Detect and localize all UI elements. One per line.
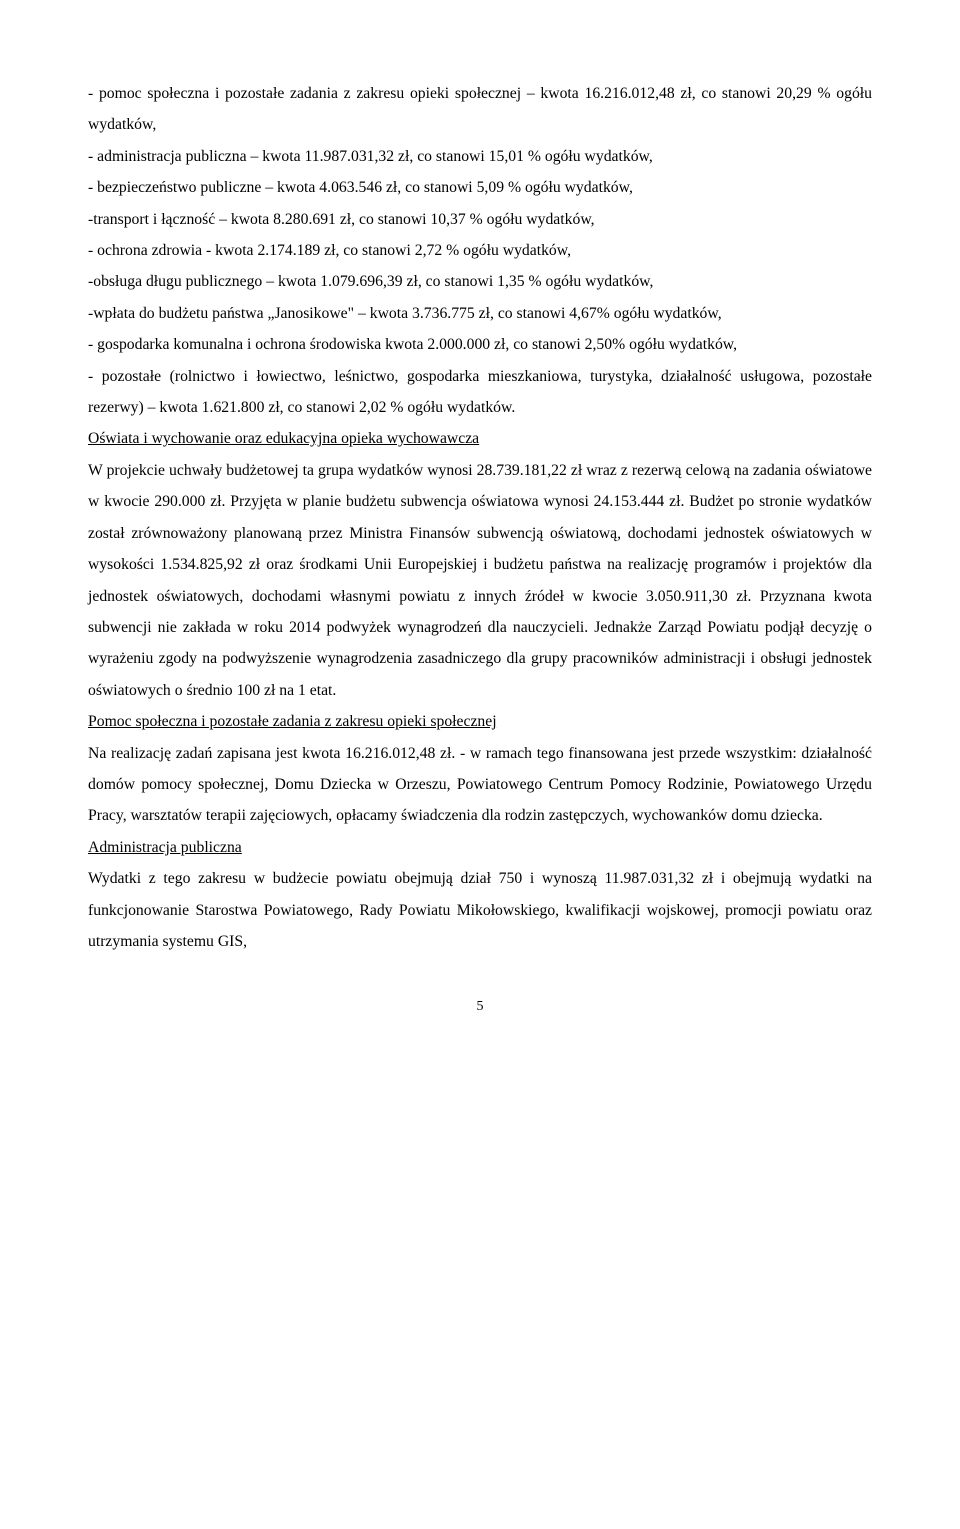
paragraph: - ochrona zdrowia - kwota 2.174.189 zł, …	[88, 235, 872, 266]
text: -transport i łączność – kwota	[88, 211, 273, 228]
section-heading-admin: Administracja publiczna	[88, 832, 872, 863]
paragraph: -wpłata do budżetu państwa „Janosikowe" …	[88, 298, 872, 329]
paragraph: Wydatki z tego zakresu w budżecie powiat…	[88, 863, 872, 957]
paragraph: -obsługa długu publicznego – kwota 1.079…	[88, 266, 872, 297]
paragraph: - bezpieczeństwo publiczne – kwota 4.063…	[88, 172, 872, 203]
heading-text: Oświata i wychowanie oraz edukacyjna opi…	[88, 430, 479, 447]
paragraph: - pomoc społeczna i pozostałe zadania z …	[88, 78, 872, 141]
text: 8.280.691 zł, co stanowi 10,37 % ogółu w…	[273, 211, 594, 228]
paragraph: Na realizację zadań zapisana jest kwota …	[88, 738, 872, 832]
section-heading-social: Pomoc społeczna i pozostałe zadania z za…	[88, 706, 872, 737]
paragraph: - gospodarka komunalna i ochrona środowi…	[88, 329, 872, 360]
heading-text: Administracja publiczna	[88, 839, 242, 856]
document-body: - pomoc społeczna i pozostałe zadania z …	[88, 78, 872, 957]
paragraph: - pozostałe (rolnictwo i łowiectwo, leśn…	[88, 361, 872, 424]
paragraph: W projekcie uchwały budżetowej ta grupa …	[88, 455, 872, 706]
section-heading-education: Oświata i wychowanie oraz edukacyjna opi…	[88, 423, 872, 454]
paragraph: -transport i łączność – kwota 8.280.691 …	[88, 204, 872, 235]
page-number: 5	[88, 999, 872, 1015]
paragraph: - administracja publiczna – kwota 11.987…	[88, 141, 872, 172]
heading-text: Pomoc społeczna i pozostałe zadania z za…	[88, 713, 497, 730]
